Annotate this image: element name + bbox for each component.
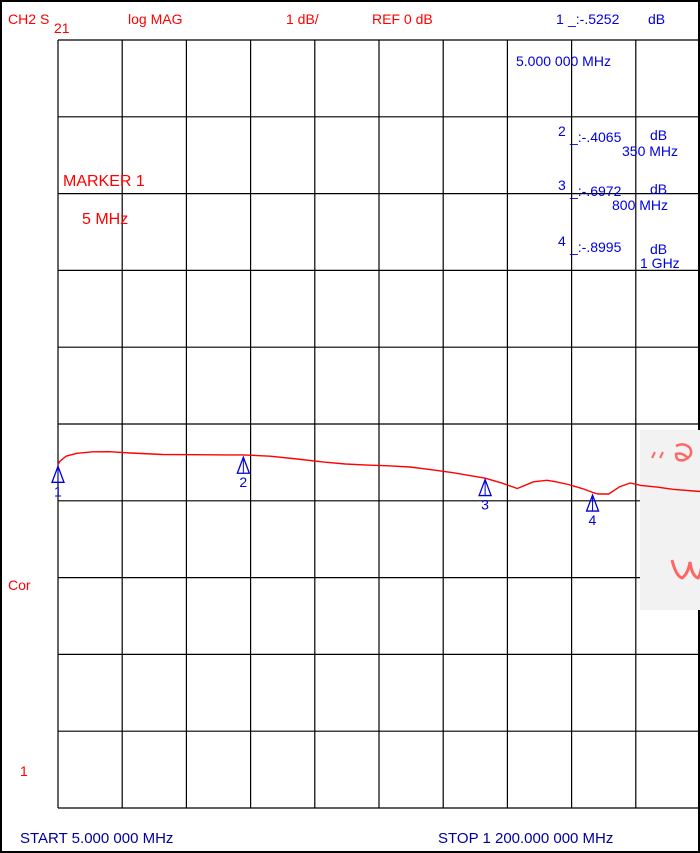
trace-markers: 1 2 3 4	[51, 455, 600, 528]
marker-2-index: 2	[558, 123, 566, 139]
marker-4-frequency: 1 GHz	[640, 255, 680, 271]
start-frequency: START 5.000 000 MHz	[20, 830, 173, 847]
marker-3-frequency: 800 MHz	[612, 197, 668, 213]
active-marker-annotation: MARKER 1 5 MHz	[63, 173, 145, 228]
marker-3-index: 3	[558, 177, 566, 193]
marker-1-index: 1	[556, 11, 564, 27]
marker-3-unit: dB	[650, 181, 667, 197]
graticule-grid	[57, 39, 700, 809]
active-marker-frequency: 5 MHz	[82, 211, 128, 228]
marker-4-index: 4	[558, 233, 566, 249]
format-label: log MAG	[128, 11, 182, 27]
marker-3-label: 3	[481, 497, 489, 513]
trace-s21	[57, 451, 700, 495]
overlay-panel	[640, 430, 700, 610]
reference-label: REF 0 dB	[372, 11, 433, 27]
channel-label: CH2	[8, 11, 36, 27]
scale-label: 1 dB/	[286, 11, 319, 27]
header-bar: CH2 S 21 log MAG 1 dB/ REF 0 dB	[8, 11, 433, 36]
marker-1-frequency: 5.000 000 MHz	[516, 53, 611, 69]
marker-4-label: 4	[589, 512, 597, 528]
marker-3-value: _:-.6972	[569, 183, 622, 199]
marker-3-symbol	[478, 477, 493, 497]
overlay-quote-mark	[651, 451, 664, 459]
marker-2-label: 2	[239, 474, 247, 490]
footer-bar: START 5.000 000 MHz STOP 1 200.000 000 M…	[20, 830, 613, 847]
marker-1-unit: dB	[648, 11, 665, 27]
overlay-handwriting-stroke-1	[674, 443, 693, 462]
stop-frequency: STOP 1 200.000 000 MHz	[438, 830, 613, 847]
marker-4-value: _:-.8995	[569, 239, 622, 255]
marker-2-unit: dB	[650, 127, 667, 143]
marker-1-label: 1	[54, 483, 62, 499]
marker-2-frequency: 350 MHz	[622, 143, 678, 159]
parameter-subscript: 21	[54, 20, 70, 36]
parameter-label: S	[40, 11, 49, 27]
correction-indicator: Cor	[8, 577, 31, 593]
channel-index-label: 1	[20, 763, 28, 779]
overlay-fragment	[640, 430, 700, 610]
marker-2-value: _:-.4065	[569, 129, 622, 145]
active-marker-title: MARKER 1	[63, 173, 145, 190]
marker-readout: 1 _:-.5252 dB 5.000 000 MHz 2 _:-.4065 d…	[516, 11, 680, 271]
marker-1-value: _:-.5252	[567, 11, 620, 27]
marker-4-symbol	[585, 493, 600, 512]
marker-4-unit: dB	[650, 241, 667, 257]
